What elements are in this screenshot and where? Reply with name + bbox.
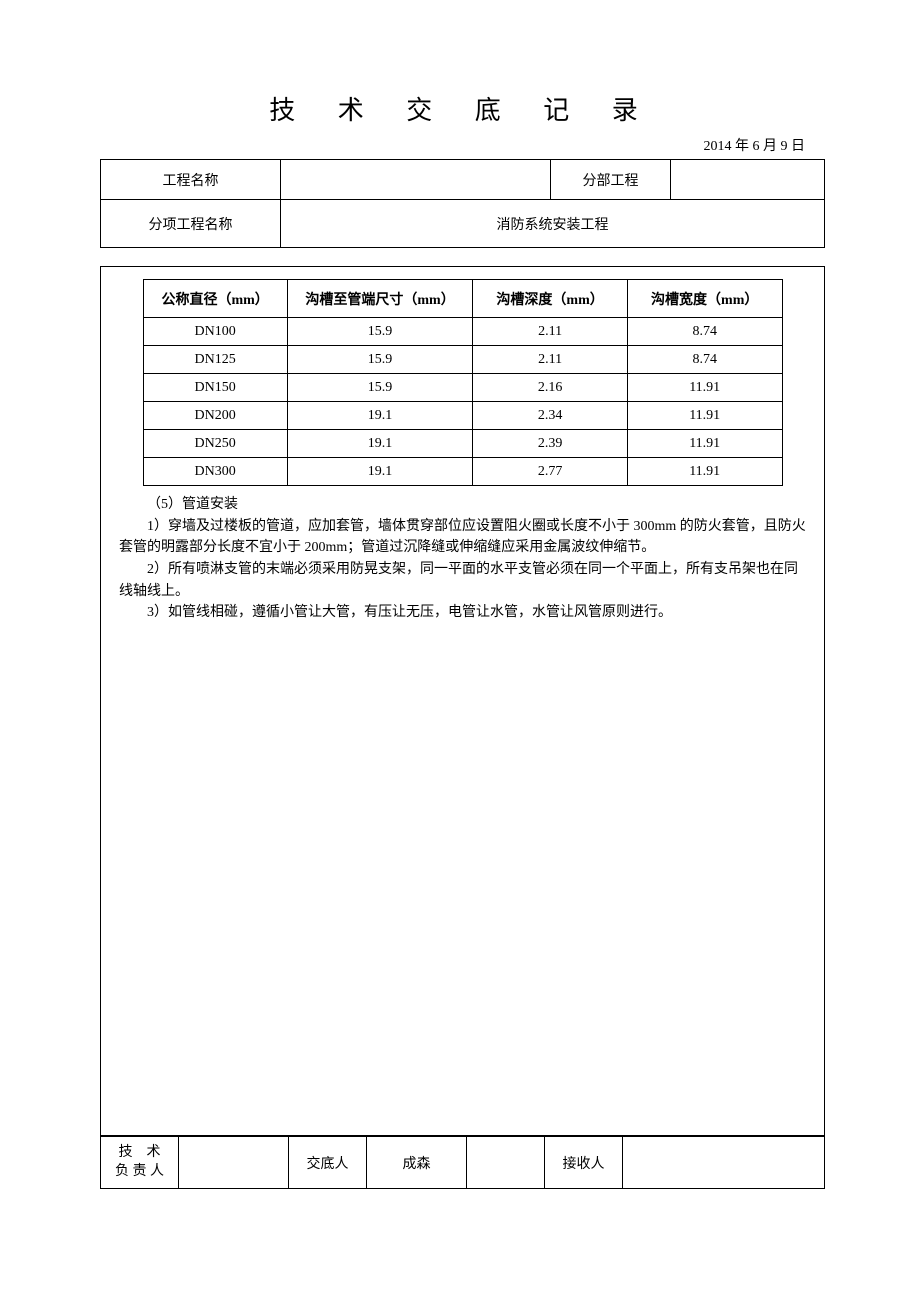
body-text: （5）管道安装 1）穿墙及过楼板的管道，应加套管，墙体贯穿部位应设置阻火圈或长度… <box>101 494 824 624</box>
table-row: DN20019.12.3411.91 <box>143 402 782 430</box>
table-cell: 8.74 <box>627 318 782 346</box>
section-value <box>671 160 825 200</box>
tech-leader-value <box>179 1137 289 1189</box>
table-cell: 15.9 <box>287 374 473 402</box>
header-table: 工程名称 分部工程 分项工程名称消防系统安装工程 <box>100 159 825 248</box>
table-cell: 2.16 <box>473 374 628 402</box>
disclose-value: 成森 <box>367 1137 467 1189</box>
sub-value: 消防系统安装工程 <box>281 200 825 248</box>
table-cell: 15.9 <box>287 318 473 346</box>
para-5-3: 3）如管线相碰，遵循小管让大管，有压让无压，电管让水管，水管让风管原则进行。 <box>119 602 806 624</box>
table-cell: DN250 <box>143 430 287 458</box>
table-cell: DN125 <box>143 346 287 374</box>
table-row: DN25019.12.3911.91 <box>143 430 782 458</box>
table-cell: 11.91 <box>627 458 782 486</box>
table-cell: 11.91 <box>627 430 782 458</box>
table-cell: 2.11 <box>473 346 628 374</box>
table-cell: 2.11 <box>473 318 628 346</box>
table-cell: 2.34 <box>473 402 628 430</box>
table-cell: 8.74 <box>627 346 782 374</box>
table-cell: DN150 <box>143 374 287 402</box>
table-cell: DN300 <box>143 458 287 486</box>
table-cell: 11.91 <box>627 402 782 430</box>
tech-leader-label-2: 负 责 人 <box>115 1164 164 1179</box>
table-cell: 19.1 <box>287 458 473 486</box>
document-date: 2014 年 6 月 9 日 <box>100 135 825 155</box>
content-body: 公称直径（mm） 沟槽至管端尺寸（mm） 沟槽深度（mm） 沟槽宽度（mm） D… <box>100 266 825 1136</box>
table-row: DN12515.92.118.74 <box>143 346 782 374</box>
receive-value <box>623 1137 825 1189</box>
footer-empty-mid <box>467 1137 545 1189</box>
table-cell: 19.1 <box>287 430 473 458</box>
groove-spec-table: 公称直径（mm） 沟槽至管端尺寸（mm） 沟槽深度（mm） 沟槽宽度（mm） D… <box>143 279 783 486</box>
para-5-2: 2）所有喷淋支管的末端必须采用防晃支架，同一平面的水平支管必须在同一个平面上，所… <box>119 559 806 602</box>
project-name-value <box>281 160 551 200</box>
footer-table: 技 术 负 责 人 交底人 成森 接收人 <box>100 1136 825 1189</box>
table-cell: 2.77 <box>473 458 628 486</box>
page-title: 技 术 交 底 记 录 <box>100 90 825 127</box>
th-groove-end: 沟槽至管端尺寸（mm） <box>287 280 473 318</box>
table-row: DN10015.92.118.74 <box>143 318 782 346</box>
th-groove-width: 沟槽宽度（mm） <box>627 280 782 318</box>
receive-label: 接收人 <box>545 1137 623 1189</box>
th-diameter: 公称直径（mm） <box>143 280 287 318</box>
para-5-1: 1）穿墙及过楼板的管道，应加套管，墙体贯穿部位应设置阻火圈或长度不小于 300m… <box>119 516 806 559</box>
table-cell: 2.39 <box>473 430 628 458</box>
th-groove-depth: 沟槽深度（mm） <box>473 280 628 318</box>
section-label: 分部工程 <box>551 160 671 200</box>
table-cell: 11.91 <box>627 374 782 402</box>
para-5: （5）管道安装 <box>119 494 806 516</box>
table-cell: 19.1 <box>287 402 473 430</box>
table-row: DN30019.12.7711.91 <box>143 458 782 486</box>
table-cell: 15.9 <box>287 346 473 374</box>
table-row: DN15015.92.1611.91 <box>143 374 782 402</box>
disclose-label: 交底人 <box>289 1137 367 1189</box>
table-cell: DN200 <box>143 402 287 430</box>
table-cell: DN100 <box>143 318 287 346</box>
project-name-label: 工程名称 <box>101 160 281 200</box>
tech-leader-label-1: 技 术 <box>119 1145 161 1160</box>
sub-label: 分项工程名称 <box>101 200 281 248</box>
tech-leader-label: 技 术 负 责 人 <box>101 1137 179 1189</box>
